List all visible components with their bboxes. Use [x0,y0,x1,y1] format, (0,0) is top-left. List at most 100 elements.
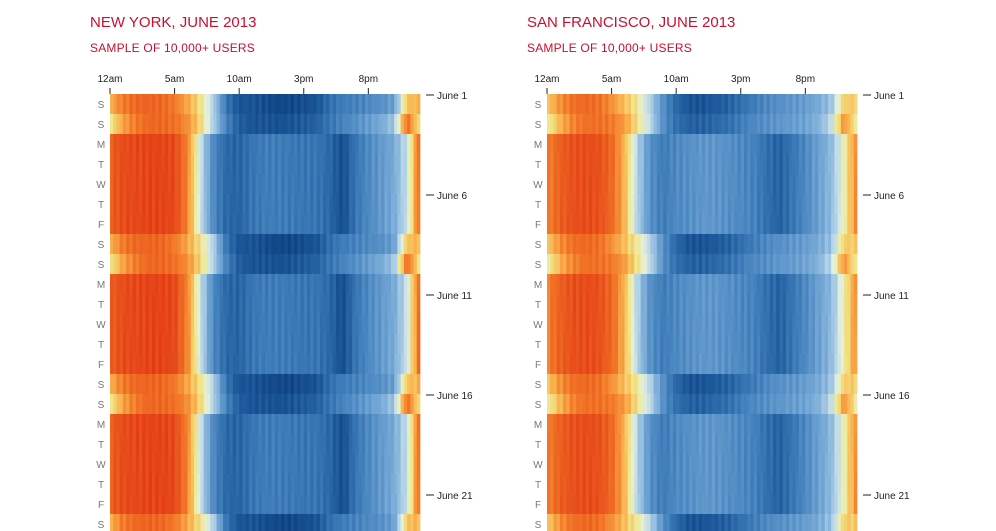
heatmap-cell [605,394,609,414]
heatmap-cell [727,434,732,454]
heatmap-cell [685,114,690,134]
heatmap-cell [808,354,813,374]
heatmap-cell [226,154,230,174]
heatmap-cell [374,314,379,334]
heatmap-cell [637,234,641,254]
heatmap-cell [158,114,163,134]
heatmap-cell [821,414,826,434]
heatmap-cell [669,474,674,494]
heatmap-cell [769,174,774,194]
heatmap-cell [747,414,751,434]
heatmap-cell [705,354,709,374]
heatmap-cell [782,474,787,494]
heatmap-cell [310,494,314,514]
heatmap-cell [368,214,372,234]
heatmap-cell [229,454,234,474]
heatmap-cell [248,314,253,334]
heatmap-cell [197,274,201,294]
heatmap-cell [394,234,398,254]
heatmap-cell [792,414,796,434]
heatmap-cell [834,174,838,194]
heatmap-cell [193,114,198,134]
heatmap-cell [352,194,356,214]
heatmap-cell [126,134,130,154]
heatmap-cell [608,234,612,254]
heatmap-cell [368,134,372,154]
heatmap-cell [779,154,784,174]
heatmap-cell [756,274,761,294]
heatmap-cell [407,214,411,234]
heatmap-cell [708,474,713,494]
heatmap-cell [158,134,163,154]
heatmap-cell [553,494,558,514]
heatmap-cell [378,434,382,454]
heatmap-cell [397,414,401,434]
heatmap-cell [630,114,635,134]
heatmap-cell [336,414,340,434]
heatmap-cell [119,434,124,454]
heatmap-cell [129,454,133,474]
heatmap-cell [203,134,208,154]
heatmap-cell [834,294,838,314]
heatmap-cell [627,94,632,114]
heatmap-cell [618,254,622,274]
heatmap-cell [361,154,366,174]
heatmap-cell [698,314,703,334]
heatmap-cell [837,174,842,194]
heatmap-cell [840,314,845,334]
heatmap-cell [126,354,130,374]
heatmap-cell [381,94,385,114]
heatmap-cell [711,154,716,174]
heatmap-cell [702,394,706,414]
heatmap-cell [847,194,851,214]
heatmap-cell [850,454,855,474]
heatmap-cell [355,354,359,374]
heatmap-cell [329,134,334,154]
heatmap-cell [660,374,664,394]
heatmap-cell [601,94,606,114]
heatmap-cell [669,274,674,294]
heatmap-cell [352,354,356,374]
heatmap-cell [203,314,208,334]
heatmap-cell [653,494,658,514]
heatmap-cell [756,434,761,454]
heatmap-cell [708,454,713,474]
heatmap-cell [239,194,243,214]
heatmap-cell [776,114,780,134]
heatmap-cell [634,294,638,314]
heatmap-cell [660,434,664,454]
heatmap-cell [714,314,719,334]
heatmap-cell [663,234,667,254]
heatmap-cell [737,434,742,454]
heatmap-cell [361,94,366,114]
heatmap-cell [672,234,677,254]
heatmap-cell [559,494,564,514]
heatmap-cell [161,134,166,154]
heatmap-cell [252,414,256,434]
heatmap-cell [306,354,311,374]
heatmap-cell [271,374,276,394]
heatmap-cell [547,134,551,154]
heatmap-cell [711,354,716,374]
heatmap-cell [818,294,822,314]
heatmap-cell [660,454,664,474]
heatmap-cell [171,474,175,494]
heatmap-cell [592,454,596,474]
heatmap-cell [358,354,363,374]
heatmap-cell [773,374,777,394]
heatmap-cell [708,354,713,374]
heatmap-cell [403,234,408,254]
heatmap-cell [563,234,567,254]
heatmap-cell [252,394,256,414]
heatmap-cell [792,314,796,334]
heatmap-cell [381,414,385,434]
heatmap-cell [792,514,796,531]
heatmap-cell [219,114,224,134]
heatmap-cell [727,494,732,514]
heatmap-cell [815,354,819,374]
heatmap-cell [274,234,279,254]
heatmap-cell [572,354,577,374]
heatmap-cell [608,314,612,334]
heatmap-cell [614,114,619,134]
heatmap-cell [640,294,645,314]
